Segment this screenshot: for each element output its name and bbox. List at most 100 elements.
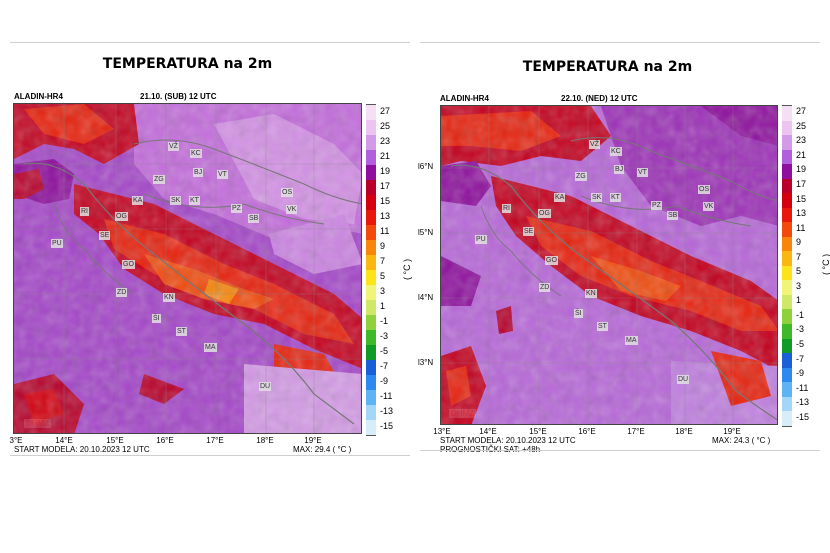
colorbar-swatch (782, 207, 792, 223)
dhmz-logo: DHMZ (24, 419, 52, 428)
city-label: KT (189, 196, 200, 205)
colorbar-swatch (782, 396, 792, 412)
valid-date: 22.10. (NED) 12 UTC (561, 94, 638, 103)
colorbar-swatch (366, 405, 376, 420)
panel-left: TEMPERATURA na 2m ALADIN-HR4 21.10. (SUB… (10, 42, 412, 456)
lat-tick: l4°N (418, 293, 434, 302)
colorbar-swatch (366, 120, 376, 135)
colorbar-tick: -7 (380, 360, 389, 371)
map-title: TEMPERATURA na 2m (102, 56, 273, 72)
forecast-hour: PROGNOSTIČKI SAT: +48h (440, 445, 540, 454)
city-label: SK (591, 193, 603, 202)
colorbar-tick: 1 (796, 295, 802, 306)
colorbar-tick: 15 (796, 193, 807, 204)
colorbar-swatch (782, 178, 792, 194)
colorbar-swatch (366, 240, 376, 255)
city-label: OG (115, 212, 128, 221)
panel-right: TEMPERATURA na 2m ALADIN-HR4 22.10. (NED… (415, 0, 830, 553)
city-label: MA (625, 336, 638, 345)
colorbar-swatch (366, 330, 376, 345)
map-title: TEMPERATURA na 2m (522, 59, 693, 75)
colorbar-swatch (366, 255, 376, 270)
colorbar-swatch (782, 353, 792, 368)
colorbar-tick: -3 (380, 330, 389, 341)
colorbar-swatch (366, 420, 376, 435)
city-label: SE (523, 227, 535, 236)
city-label: GO (545, 256, 558, 265)
city-label: OS (698, 185, 711, 194)
colorbar-swatch (366, 165, 376, 180)
city-label: OG (538, 209, 551, 218)
colorbar-tick: -7 (796, 353, 805, 364)
model-start: START MODELA: 20.10.2023 12 UTC (440, 436, 576, 445)
colorbar-tick: 17 (796, 179, 807, 189)
lon-tick: 18°E (256, 436, 274, 445)
colorbar-swatch (782, 149, 792, 165)
lon-tick: 15°E (106, 436, 124, 445)
lon-tick: 17°E (206, 436, 224, 445)
colorbar (366, 104, 376, 436)
lon-tick: 16°E (156, 436, 174, 445)
colorbar-tick: -9 (380, 375, 389, 386)
city-label: VT (217, 170, 228, 179)
colorbar-tick: 19 (380, 165, 391, 176)
colorbar-swatch (782, 193, 792, 208)
city-label: ZG (153, 175, 165, 184)
city-label: ŠI (152, 314, 161, 323)
colorbar-tick: -11 (380, 390, 393, 401)
city-label: SK (170, 196, 182, 205)
unit-label: ( °C ) (402, 258, 412, 280)
colorbar-swatch (782, 164, 792, 179)
city-label: DU (677, 375, 690, 384)
colorbar-tick: 17 (380, 180, 391, 191)
colorbar-tick: 7 (380, 255, 386, 266)
colorbar-tick: 27 (796, 106, 807, 117)
lon-tick: 16°E (578, 427, 596, 436)
colorbar-tick: 21 (796, 149, 807, 160)
colorbar-swatch (782, 236, 792, 252)
city-label: PZ (651, 201, 662, 210)
colorbar-swatch (782, 382, 792, 397)
colorbar-tick: 1 (380, 300, 386, 311)
city-label: RI (502, 204, 511, 213)
dhmz-logo: DHMZ (449, 409, 477, 418)
colorbar-swatch (366, 135, 376, 150)
colorbar-tick: -13 (796, 397, 810, 408)
colorbar-tick: 21 (380, 150, 391, 161)
lon-tick: 14°E (479, 427, 497, 436)
top-rule (10, 42, 410, 43)
colorbar-tick: 23 (796, 135, 807, 146)
colorbar-tick: 13 (380, 210, 391, 221)
colorbar-swatch (782, 338, 792, 354)
colorbar-tick: 15 (380, 195, 391, 206)
lon-tick: 19°E (304, 436, 322, 445)
colorbar-tick: -1 (796, 309, 805, 320)
model-start: START MODELA: 20.10.2023 12 UTC (14, 445, 150, 454)
city-label: SE (99, 231, 111, 240)
lat-tick: l5°N (418, 228, 434, 237)
colorbar-swatch (366, 300, 376, 315)
valid-date: 21.10. (SUB) 12 UTC (140, 92, 217, 101)
lon-tick: 15°E (529, 427, 547, 436)
city-label: ST (597, 322, 608, 331)
colorbar-tick: 23 (380, 135, 391, 146)
colorbar-swatch (366, 360, 376, 375)
max-value: MAX: 29.4 ( °C ) (293, 445, 352, 454)
city-label: PU (475, 235, 487, 244)
colorbar-swatch (782, 120, 792, 136)
city-label: ZG (575, 172, 587, 181)
city-label: KC (190, 149, 202, 158)
colorbar-tick: 11 (380, 225, 390, 236)
colorbar-swatch (366, 375, 376, 390)
max-value: MAX: 24.3 ( °C ) (712, 436, 771, 445)
city-label: PZ (231, 204, 242, 213)
colorbar-tick: 25 (796, 120, 807, 131)
lon-tick: 17°E (627, 427, 645, 436)
city-label: KC (610, 147, 622, 156)
model-name: ALADIN-HR4 (14, 92, 63, 101)
colorbar-tick: -5 (380, 345, 389, 356)
colorbar-swatch (366, 210, 376, 225)
temperature-map (13, 103, 362, 434)
city-label: DU (259, 382, 272, 391)
city-label: GO (122, 260, 135, 269)
